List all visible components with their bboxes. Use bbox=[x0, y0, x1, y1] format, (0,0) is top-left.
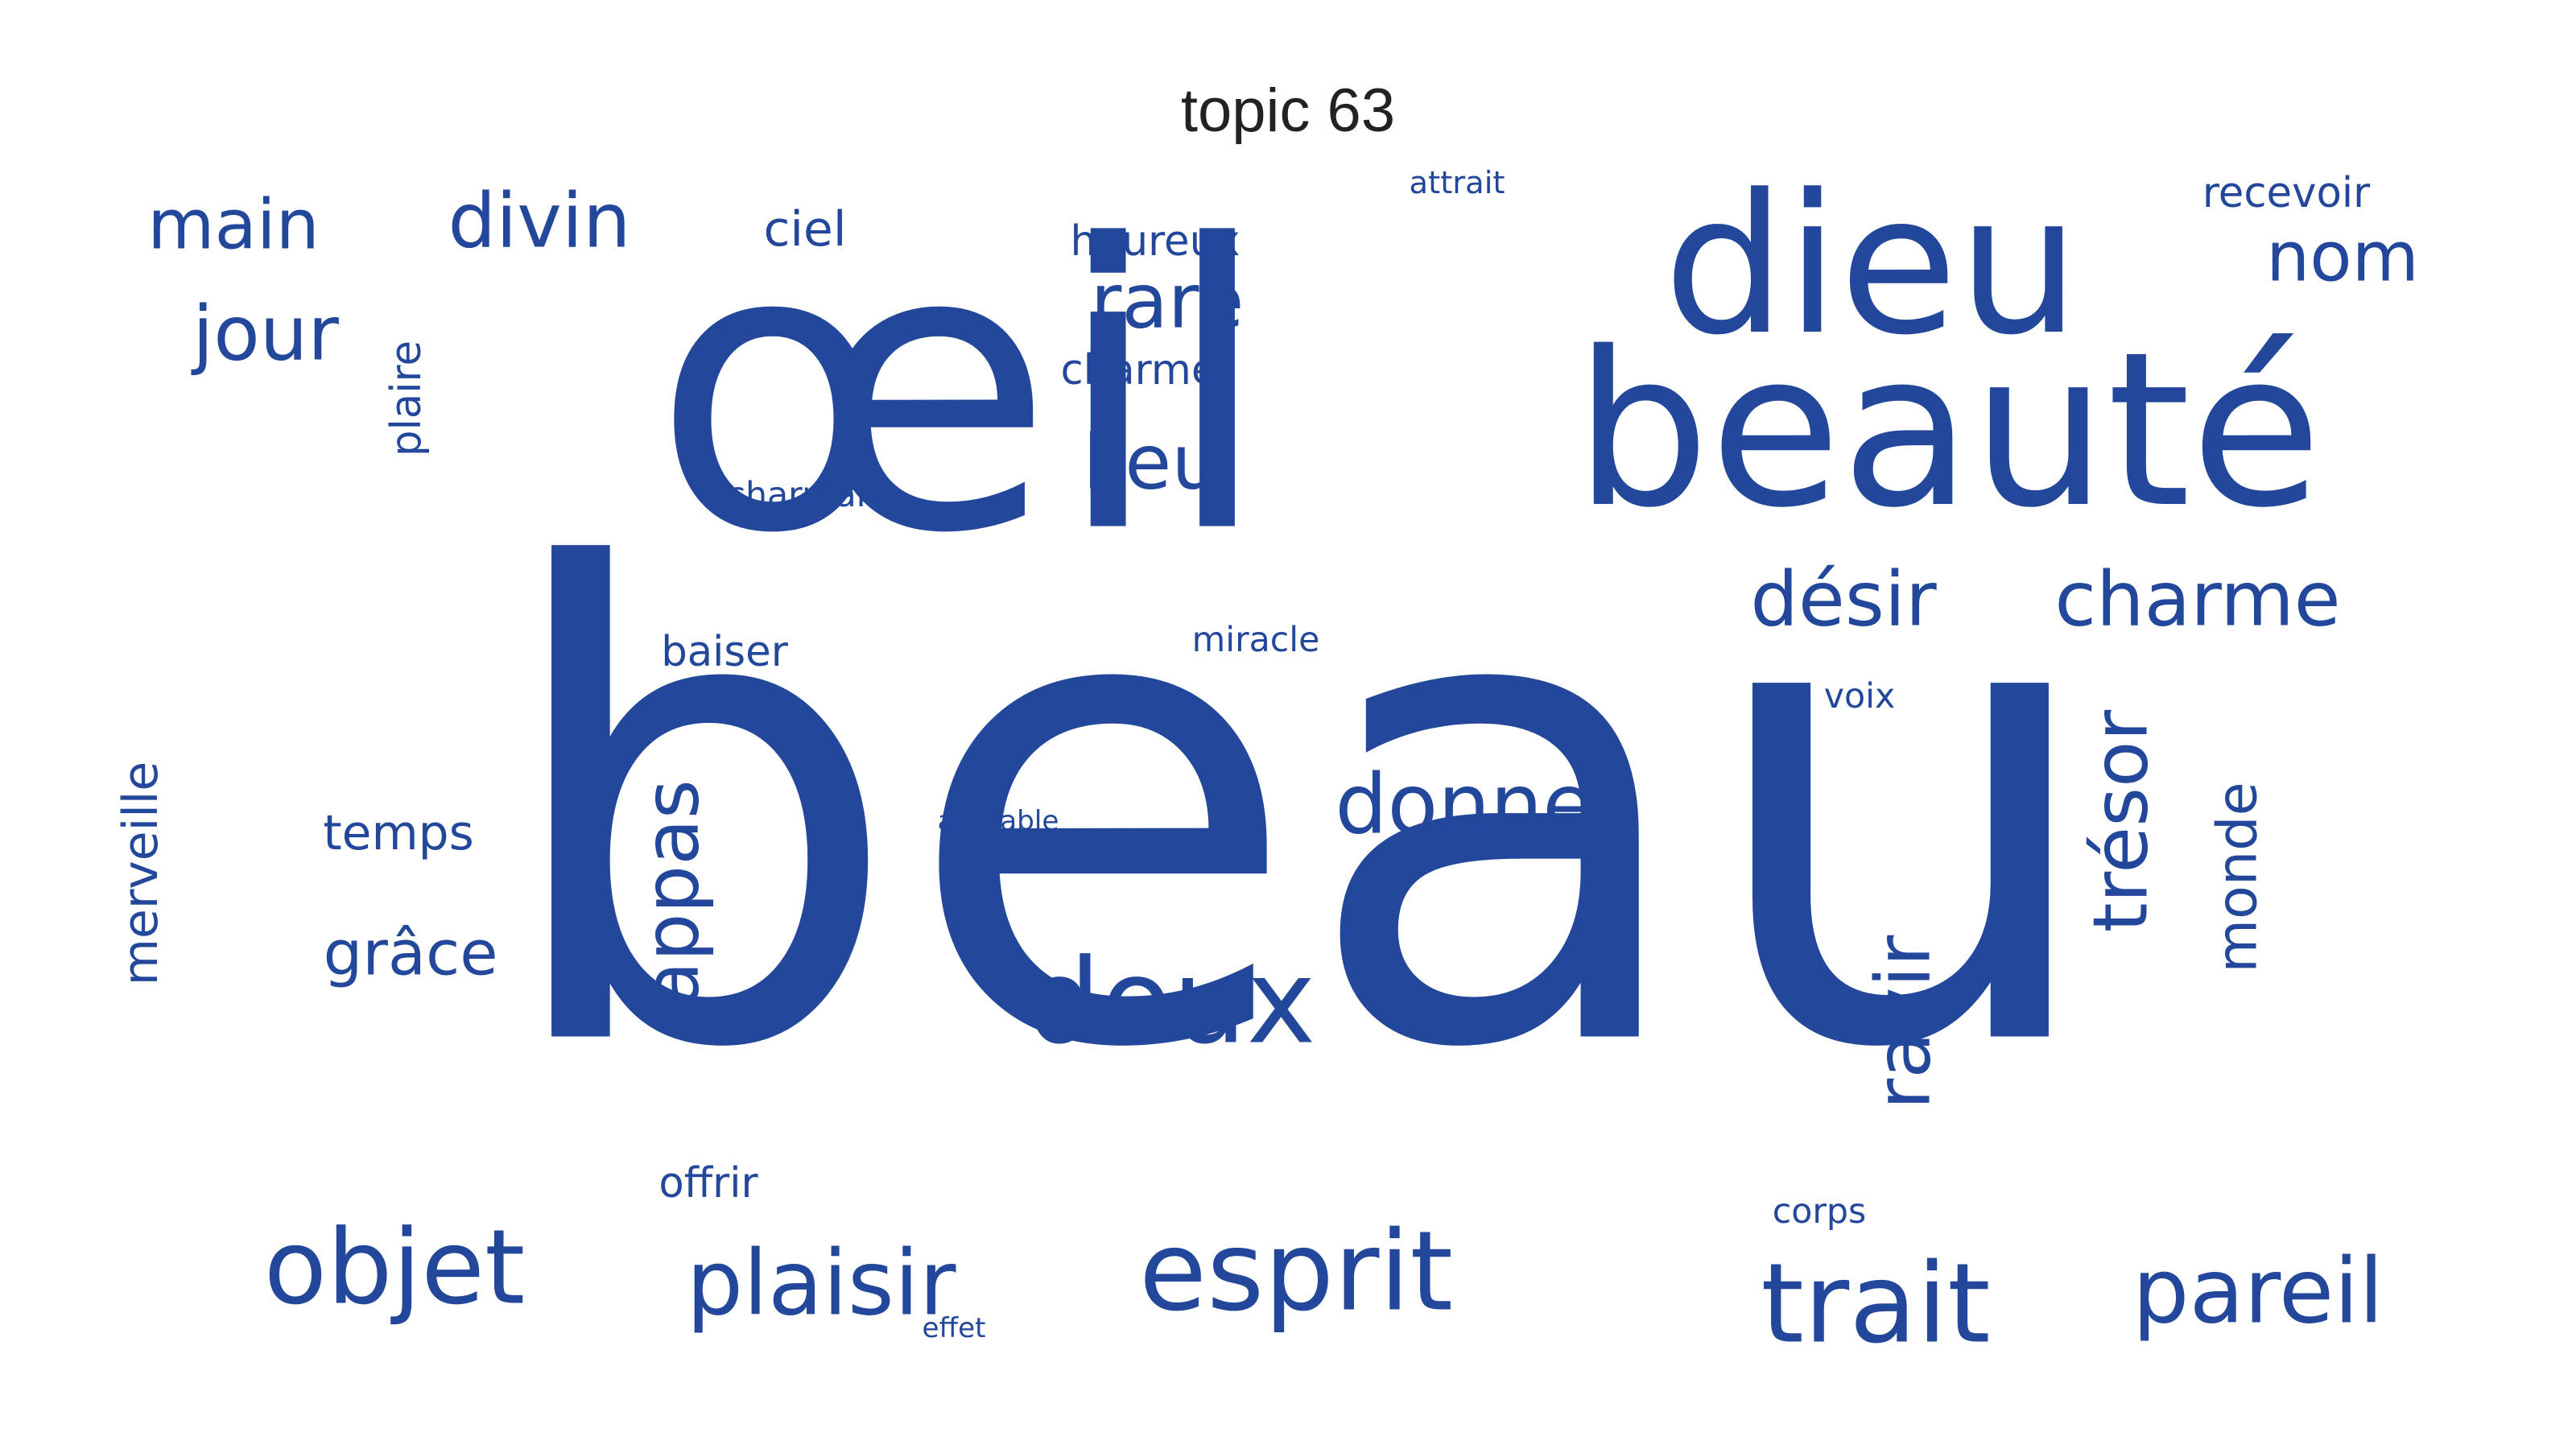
word-main: main bbox=[147, 186, 320, 266]
word-merveille: merveille bbox=[113, 762, 169, 985]
word-adorable: adorable bbox=[938, 805, 1059, 837]
word-offrir: offrir bbox=[658, 1159, 758, 1208]
word-charme: charme bbox=[2054, 556, 2340, 644]
word-oeil: œil bbox=[652, 163, 1271, 619]
word-plaisir: plaisir bbox=[687, 1232, 956, 1336]
word-desir: désir bbox=[1750, 556, 1937, 644]
word-beaute: beauté bbox=[1575, 307, 2322, 555]
word-objet: objet bbox=[264, 1208, 526, 1328]
word-donner: donner bbox=[1335, 758, 1628, 853]
word-charmer: charmer bbox=[1061, 346, 1235, 394]
word-effet: effet bbox=[922, 1312, 985, 1344]
word-corps: corps bbox=[1773, 1191, 1866, 1232]
word-monde: monde bbox=[2207, 782, 2270, 972]
word-jour: jour bbox=[191, 291, 339, 378]
word-appas: appas bbox=[629, 779, 716, 1008]
word-beau: beau bbox=[493, 437, 2107, 1190]
word-heureux: heureux bbox=[1071, 217, 1241, 266]
figure-title: topic 63 bbox=[1180, 76, 1396, 145]
word-recevoir: recevoir bbox=[2202, 169, 2371, 217]
word-grace: grâce bbox=[323, 919, 497, 990]
word-charmant: charmant bbox=[726, 475, 891, 515]
word-attrait: attrait bbox=[1410, 165, 1505, 201]
word-divin: divin bbox=[448, 178, 630, 266]
word-plaire: plaire bbox=[382, 341, 431, 456]
word-lieu: lieu bbox=[1083, 419, 1220, 507]
word-pareil: pareil bbox=[2132, 1241, 2384, 1344]
word-voix: voix bbox=[1824, 676, 1896, 716]
word-esprit: esprit bbox=[1139, 1208, 1453, 1336]
word-ciel: ciel bbox=[764, 201, 847, 258]
word-temps: temps bbox=[323, 805, 474, 861]
word-nom: nom bbox=[2266, 218, 2419, 298]
word-ravir: ravir bbox=[1860, 935, 1948, 1109]
word-trait: trait bbox=[1761, 1241, 1990, 1368]
word-doux: doux bbox=[1026, 935, 1315, 1071]
word-rare: rare bbox=[1091, 258, 1245, 346]
word-dieu: dieu bbox=[1663, 154, 2079, 378]
word-baiser: baiser bbox=[661, 628, 789, 676]
word-tresor: trésor bbox=[2078, 709, 2165, 932]
word-miracle: miracle bbox=[1192, 620, 1320, 660]
